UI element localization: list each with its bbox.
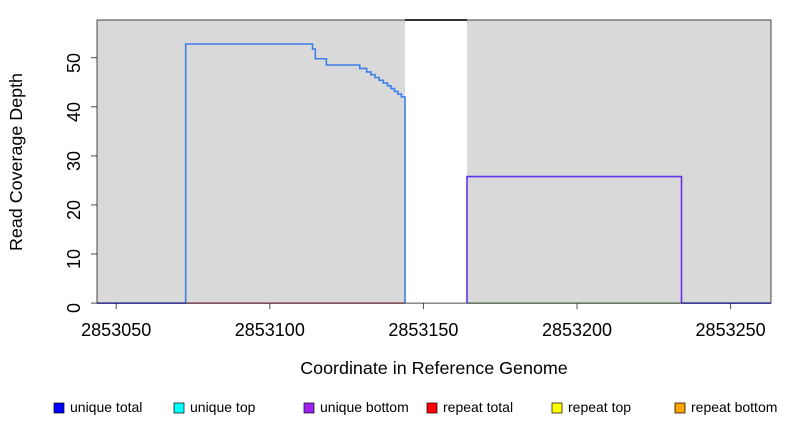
svg-text:unique total: unique total <box>70 399 142 415</box>
svg-text:2853150: 2853150 <box>388 320 458 340</box>
svg-text:10: 10 <box>64 249 84 269</box>
svg-text:2853050: 2853050 <box>81 320 151 340</box>
svg-text:20: 20 <box>64 200 84 220</box>
svg-text:repeat bottom: repeat bottom <box>691 399 777 415</box>
svg-text:unique top: unique top <box>190 399 256 415</box>
svg-text:2853200: 2853200 <box>542 320 612 340</box>
svg-text:2853250: 2853250 <box>696 320 766 340</box>
svg-text:repeat top: repeat top <box>568 399 631 415</box>
svg-text:repeat total: repeat total <box>443 399 513 415</box>
svg-text:30: 30 <box>64 151 84 171</box>
svg-text:Coordinate in Reference Genome: Coordinate in Reference Genome <box>300 358 568 378</box>
svg-text:Read Coverage Depth: Read Coverage Depth <box>6 73 26 251</box>
svg-text:unique bottom: unique bottom <box>320 399 409 415</box>
svg-text:0: 0 <box>64 303 84 313</box>
svg-text:40: 40 <box>64 102 84 122</box>
svg-text:2853100: 2853100 <box>235 320 305 340</box>
svg-text:50: 50 <box>64 53 84 73</box>
